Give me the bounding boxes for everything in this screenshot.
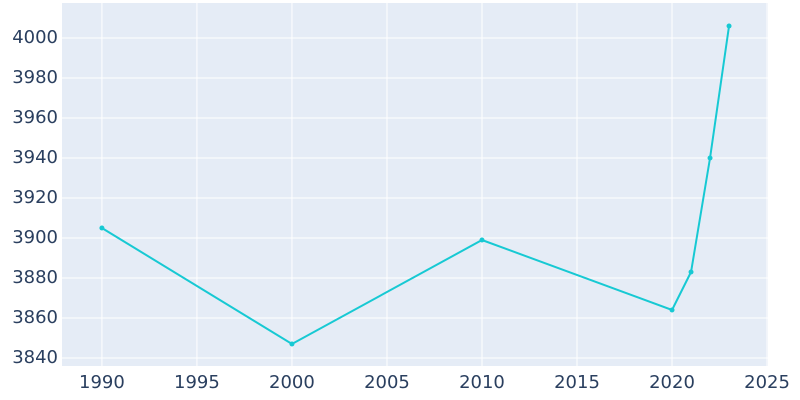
x-tick-label: 2020 [649,372,695,393]
x-tick-label: 2015 [554,372,600,393]
y-tick-label: 3900 [12,227,58,248]
point [669,307,675,313]
y-tick-label: 3940 [12,147,58,168]
point [289,341,295,347]
point [707,155,713,161]
y-tick-label: 3980 [12,67,58,88]
point [479,237,485,243]
plot-area [62,3,768,366]
y-tick-label: 3840 [12,347,58,368]
y-tick-label: 3920 [12,187,58,208]
x-tick-label: 2025 [744,372,790,393]
point [726,23,732,29]
y-tick-label: 3860 [12,307,58,328]
x-tick-label: 1990 [79,372,125,393]
x-tick-label: 1995 [174,372,220,393]
x-tick-label: 2010 [459,372,505,393]
y-tick-label: 4000 [12,27,58,48]
point [688,269,694,275]
y-tick-label: 3960 [12,107,58,128]
point [99,225,105,231]
x-tick-label: 2000 [269,372,315,393]
x-tick-label: 2005 [364,372,410,393]
y-tick-label: 3880 [12,267,58,288]
